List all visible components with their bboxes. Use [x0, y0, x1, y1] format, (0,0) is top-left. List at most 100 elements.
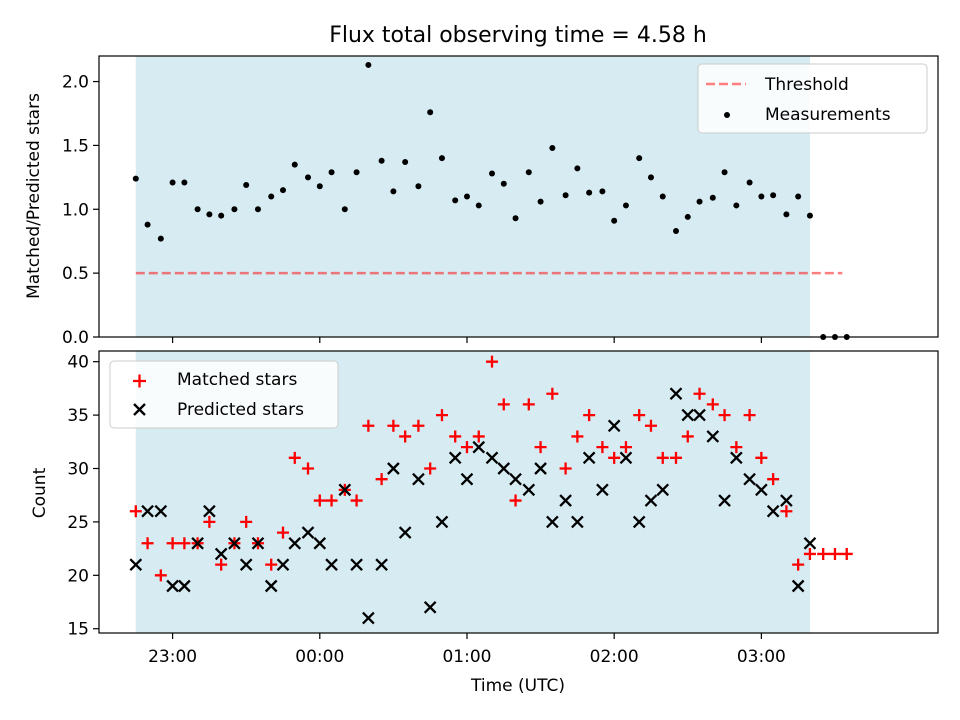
matched-legend-swatch — [133, 374, 146, 388]
measurement-point — [647, 174, 654, 181]
measurement-point — [549, 144, 556, 151]
measurement-point — [489, 170, 496, 177]
measurement-point — [169, 179, 176, 186]
predicted-star-marker — [472, 440, 486, 454]
predicted-star-marker — [313, 536, 327, 550]
measurement-point — [475, 202, 482, 209]
measurements-legend-label: Measurements — [765, 105, 891, 125]
matched-star-marker — [596, 441, 609, 454]
predicted-star-marker — [228, 536, 241, 550]
time-x-axis: 23:00 00:00 01:00 02:00 03:00 — [148, 633, 786, 667]
measurement-point — [512, 215, 519, 222]
ratio-y-tick-label: 1.0 — [62, 200, 89, 220]
measurement-point — [709, 194, 716, 201]
counts-y-tick-label: 40 — [67, 353, 89, 373]
matched-star-marker — [534, 441, 547, 454]
predicted-star-marker — [706, 430, 720, 443]
ratio-plot-area — [132, 61, 850, 340]
matched-star-marker — [840, 547, 853, 560]
matched-star-marker — [399, 430, 412, 443]
ratio-y-tick-label: 1.5 — [62, 136, 89, 156]
matched-star-marker — [644, 419, 657, 432]
measurement-point — [746, 179, 753, 186]
predicted-star-marker — [497, 462, 511, 475]
predicted-star-marker — [582, 451, 596, 465]
predicted-star-marker — [780, 494, 793, 507]
predicted-star-marker — [755, 483, 768, 497]
predicted-star-marker — [509, 472, 522, 486]
measurement-point — [132, 175, 139, 182]
predicted-star-marker — [412, 472, 425, 486]
predicted-star-marker — [203, 504, 216, 518]
predicted-star-marker — [534, 462, 547, 475]
matched-star-marker — [693, 387, 706, 400]
matched-star-marker — [792, 558, 805, 571]
measurement-point — [390, 188, 397, 195]
measurement-point — [721, 169, 728, 176]
matched-star-marker — [362, 419, 375, 432]
predicted-star-marker — [485, 451, 499, 465]
measurement-point — [218, 212, 225, 219]
matched-star-marker — [559, 462, 572, 475]
matched-star-marker — [817, 547, 830, 560]
measurement-point — [402, 159, 409, 166]
measurement-point — [353, 169, 360, 176]
predicted-star-marker — [632, 515, 646, 529]
matched-star-marker — [288, 451, 301, 464]
predicted-star-marker — [571, 515, 584, 529]
counts-plot-area — [129, 355, 853, 625]
matched-star-marker — [522, 398, 535, 411]
measurement-point — [268, 193, 275, 200]
predicted-star-marker — [743, 472, 756, 486]
measurement-point — [452, 197, 459, 204]
matched-star-marker — [178, 537, 191, 550]
matched-star-marker — [435, 409, 448, 422]
predicted-star-marker — [325, 558, 338, 571]
matched-star-marker — [325, 494, 338, 507]
predicted-star-marker — [178, 579, 191, 593]
measurement-point — [574, 165, 581, 172]
ratio-y-tick-label: 0.0 — [62, 328, 89, 348]
matched-star-marker — [619, 441, 632, 454]
predicted-legend-swatch — [133, 403, 146, 416]
predicted-star-marker — [288, 536, 302, 550]
matched-star-marker — [141, 537, 154, 550]
matched-star-marker — [803, 547, 816, 560]
predicted-star-marker — [387, 462, 400, 475]
predicted-legend-label: Predicted stars — [177, 400, 304, 420]
matched-star-marker — [706, 398, 719, 411]
predicted-star-marker — [398, 526, 412, 539]
matched-star-marker — [780, 505, 793, 518]
counts-y-axis: 15 20 25 30 35 40 — [67, 353, 99, 640]
predicted-star-marker — [644, 494, 658, 507]
measurement-point — [415, 183, 422, 190]
predicted-star-marker — [251, 536, 265, 550]
predicted-star-marker — [607, 419, 621, 433]
threshold-legend-label: Threshold — [764, 75, 849, 95]
ratio-y-axis: 0.0 0.5 1.0 1.5 2.0 — [62, 73, 99, 348]
counts-y-tick-label: 15 — [67, 620, 89, 640]
matched-legend-label: Matched stars — [177, 370, 297, 390]
x-tick-label: 02:00 — [590, 647, 639, 667]
measurement-point — [305, 174, 312, 181]
matched-star-marker — [767, 473, 780, 486]
predicted-star-marker — [669, 387, 683, 401]
measurement-point — [427, 109, 434, 116]
predicted-star-marker — [350, 558, 363, 571]
measurement-point — [537, 198, 544, 205]
matched-star-marker — [486, 355, 499, 368]
predicted-star-marker — [375, 558, 388, 571]
ratio-panel: 0.00.51.01.52.0 Matched/Predicted stars … — [24, 55, 939, 348]
matched-star-marker — [424, 462, 437, 475]
measurement-point — [525, 169, 532, 176]
measurement-point — [500, 180, 507, 187]
predicted-star-marker — [619, 451, 633, 465]
matched-star-marker — [743, 409, 756, 422]
measurement-point — [181, 179, 188, 186]
measurement-point — [438, 155, 445, 162]
matched-star-marker — [571, 430, 584, 443]
matched-star-marker — [265, 558, 278, 571]
measurements-legend-swatch — [724, 112, 730, 118]
counts-y-tick-label: 35 — [67, 406, 89, 426]
matched-star-marker — [633, 409, 646, 422]
